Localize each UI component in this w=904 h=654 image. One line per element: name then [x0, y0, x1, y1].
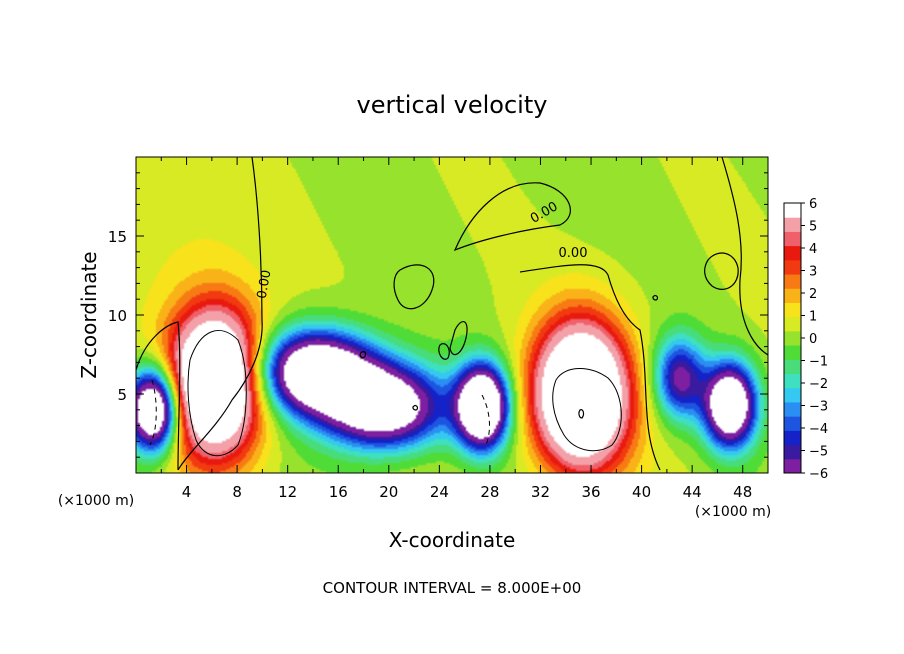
colorbar-swatch-4 — [784, 401, 801, 417]
colorbar-swatch-10 — [784, 316, 801, 332]
heatmap-image — [136, 157, 768, 473]
x-tick-label: 28 — [480, 483, 499, 501]
colorbar-labels: 6 5 4 3 2 1 0 −1 −2 −3 −4 −5 −6 — [809, 197, 828, 482]
x-tick-label: 16 — [329, 483, 348, 501]
contour-lines — [136, 157, 768, 471]
x-tick-label: 24 — [430, 483, 449, 501]
small-contour-c — [412, 404, 419, 411]
colorbar-tick-label: 2 — [809, 287, 817, 302]
y-tick-label: 5 — [117, 386, 127, 404]
zero-contour-mid — [519, 264, 661, 471]
y-tick-label: 10 — [108, 307, 127, 325]
zero-contour-left-dd — [136, 321, 181, 471]
zero-contour-blob3 — [449, 321, 468, 356]
colorbar-tick-label: 5 — [809, 220, 817, 235]
colorbar-swatch-15 — [784, 245, 801, 261]
x-unit-label-left: (×1000 m) — [58, 493, 134, 509]
dashed-contour-2 — [481, 394, 490, 446]
x-tick-label: 32 — [531, 483, 550, 501]
colorbar-swatch-13 — [784, 274, 801, 289]
colorbar-swatch-5 — [784, 387, 801, 403]
colorbar-swatch-2 — [784, 430, 801, 446]
x-axis-label: X-coordinate — [389, 528, 516, 552]
colorbar-tick-label: 6 — [809, 197, 817, 212]
zero-contour-blob1 — [393, 264, 435, 310]
colorbar-tick-label: 3 — [809, 265, 817, 280]
contour-label-1: 0.00 — [255, 269, 275, 300]
zero-contour-top-right — [453, 182, 571, 252]
chart-title: vertical velocity — [357, 91, 548, 119]
y-axis-label: Z-coordinate — [77, 251, 101, 378]
colorbar-tick-label: −5 — [809, 445, 828, 460]
x-tick-label: 12 — [278, 483, 297, 501]
heatmap-field — [136, 157, 768, 473]
x-tick-label: 44 — [683, 483, 702, 501]
colorbar-tick-label: 0 — [809, 332, 817, 347]
zero-contour-ud1 — [187, 330, 247, 457]
colorbar-swatch-18 — [784, 203, 801, 218]
colorbar-swatch-6 — [784, 373, 801, 389]
zero-contour-blob2 — [704, 252, 739, 290]
x-tick-label: 20 — [379, 483, 398, 501]
colorbar-tick-label: −4 — [809, 422, 828, 437]
colorbar-tick-label: −1 — [809, 355, 828, 370]
y-tick-label: 15 — [108, 228, 127, 246]
colorbar-swatch-12 — [784, 288, 801, 303]
x-tick-label: 36 — [581, 483, 600, 501]
colorbar — [783, 202, 805, 474]
axis-ticks — [136, 157, 768, 473]
x-tick-labels: 4 8 12 16 20 24 28 32 36 40 44 48 — [182, 483, 752, 501]
colorbar-swatch-17 — [784, 217, 801, 232]
contour-label-3: 0.00 — [559, 246, 588, 261]
colorbar-swatch-11 — [784, 302, 801, 318]
colorbar-swatch-0 — [784, 458, 801, 474]
zero-contour-left — [177, 157, 263, 471]
colorbar-swatch-7 — [784, 359, 801, 375]
x-tick-label: 4 — [182, 483, 192, 501]
zero-contour-right — [721, 157, 768, 356]
x-unit-label-right: (×1000 m) — [695, 504, 771, 520]
zero-contour-blob4 — [438, 343, 450, 360]
colorbar-tick-label: −6 — [809, 467, 828, 482]
colorbar-swatch-9 — [784, 330, 801, 346]
colorbar-swatch-3 — [784, 416, 801, 431]
small-contour-d — [578, 409, 585, 419]
colorbar-tick-label: −2 — [809, 377, 828, 392]
colorbar-tick-label: 4 — [809, 242, 817, 257]
colorbar-swatch-8 — [784, 345, 801, 360]
x-tick-label: 40 — [632, 483, 651, 501]
colorbar-swatch-14 — [784, 259, 801, 275]
colorbar-swatch-16 — [784, 231, 801, 247]
contour-interval-footer: CONTOUR INTERVAL = 8.000E+00 — [323, 579, 582, 597]
x-tick-label: 48 — [733, 483, 752, 501]
x-tick-label: 8 — [232, 483, 242, 501]
small-contour-b — [652, 294, 659, 301]
colorbar-swatch-1 — [784, 444, 801, 460]
colorbar-tick-label: −3 — [809, 400, 828, 415]
colorbar-tick-label: 1 — [809, 310, 817, 325]
small-contour-a — [359, 351, 367, 359]
y-tick-labels: 5 10 15 — [108, 228, 127, 404]
zero-contour-ud2 — [552, 368, 622, 452]
